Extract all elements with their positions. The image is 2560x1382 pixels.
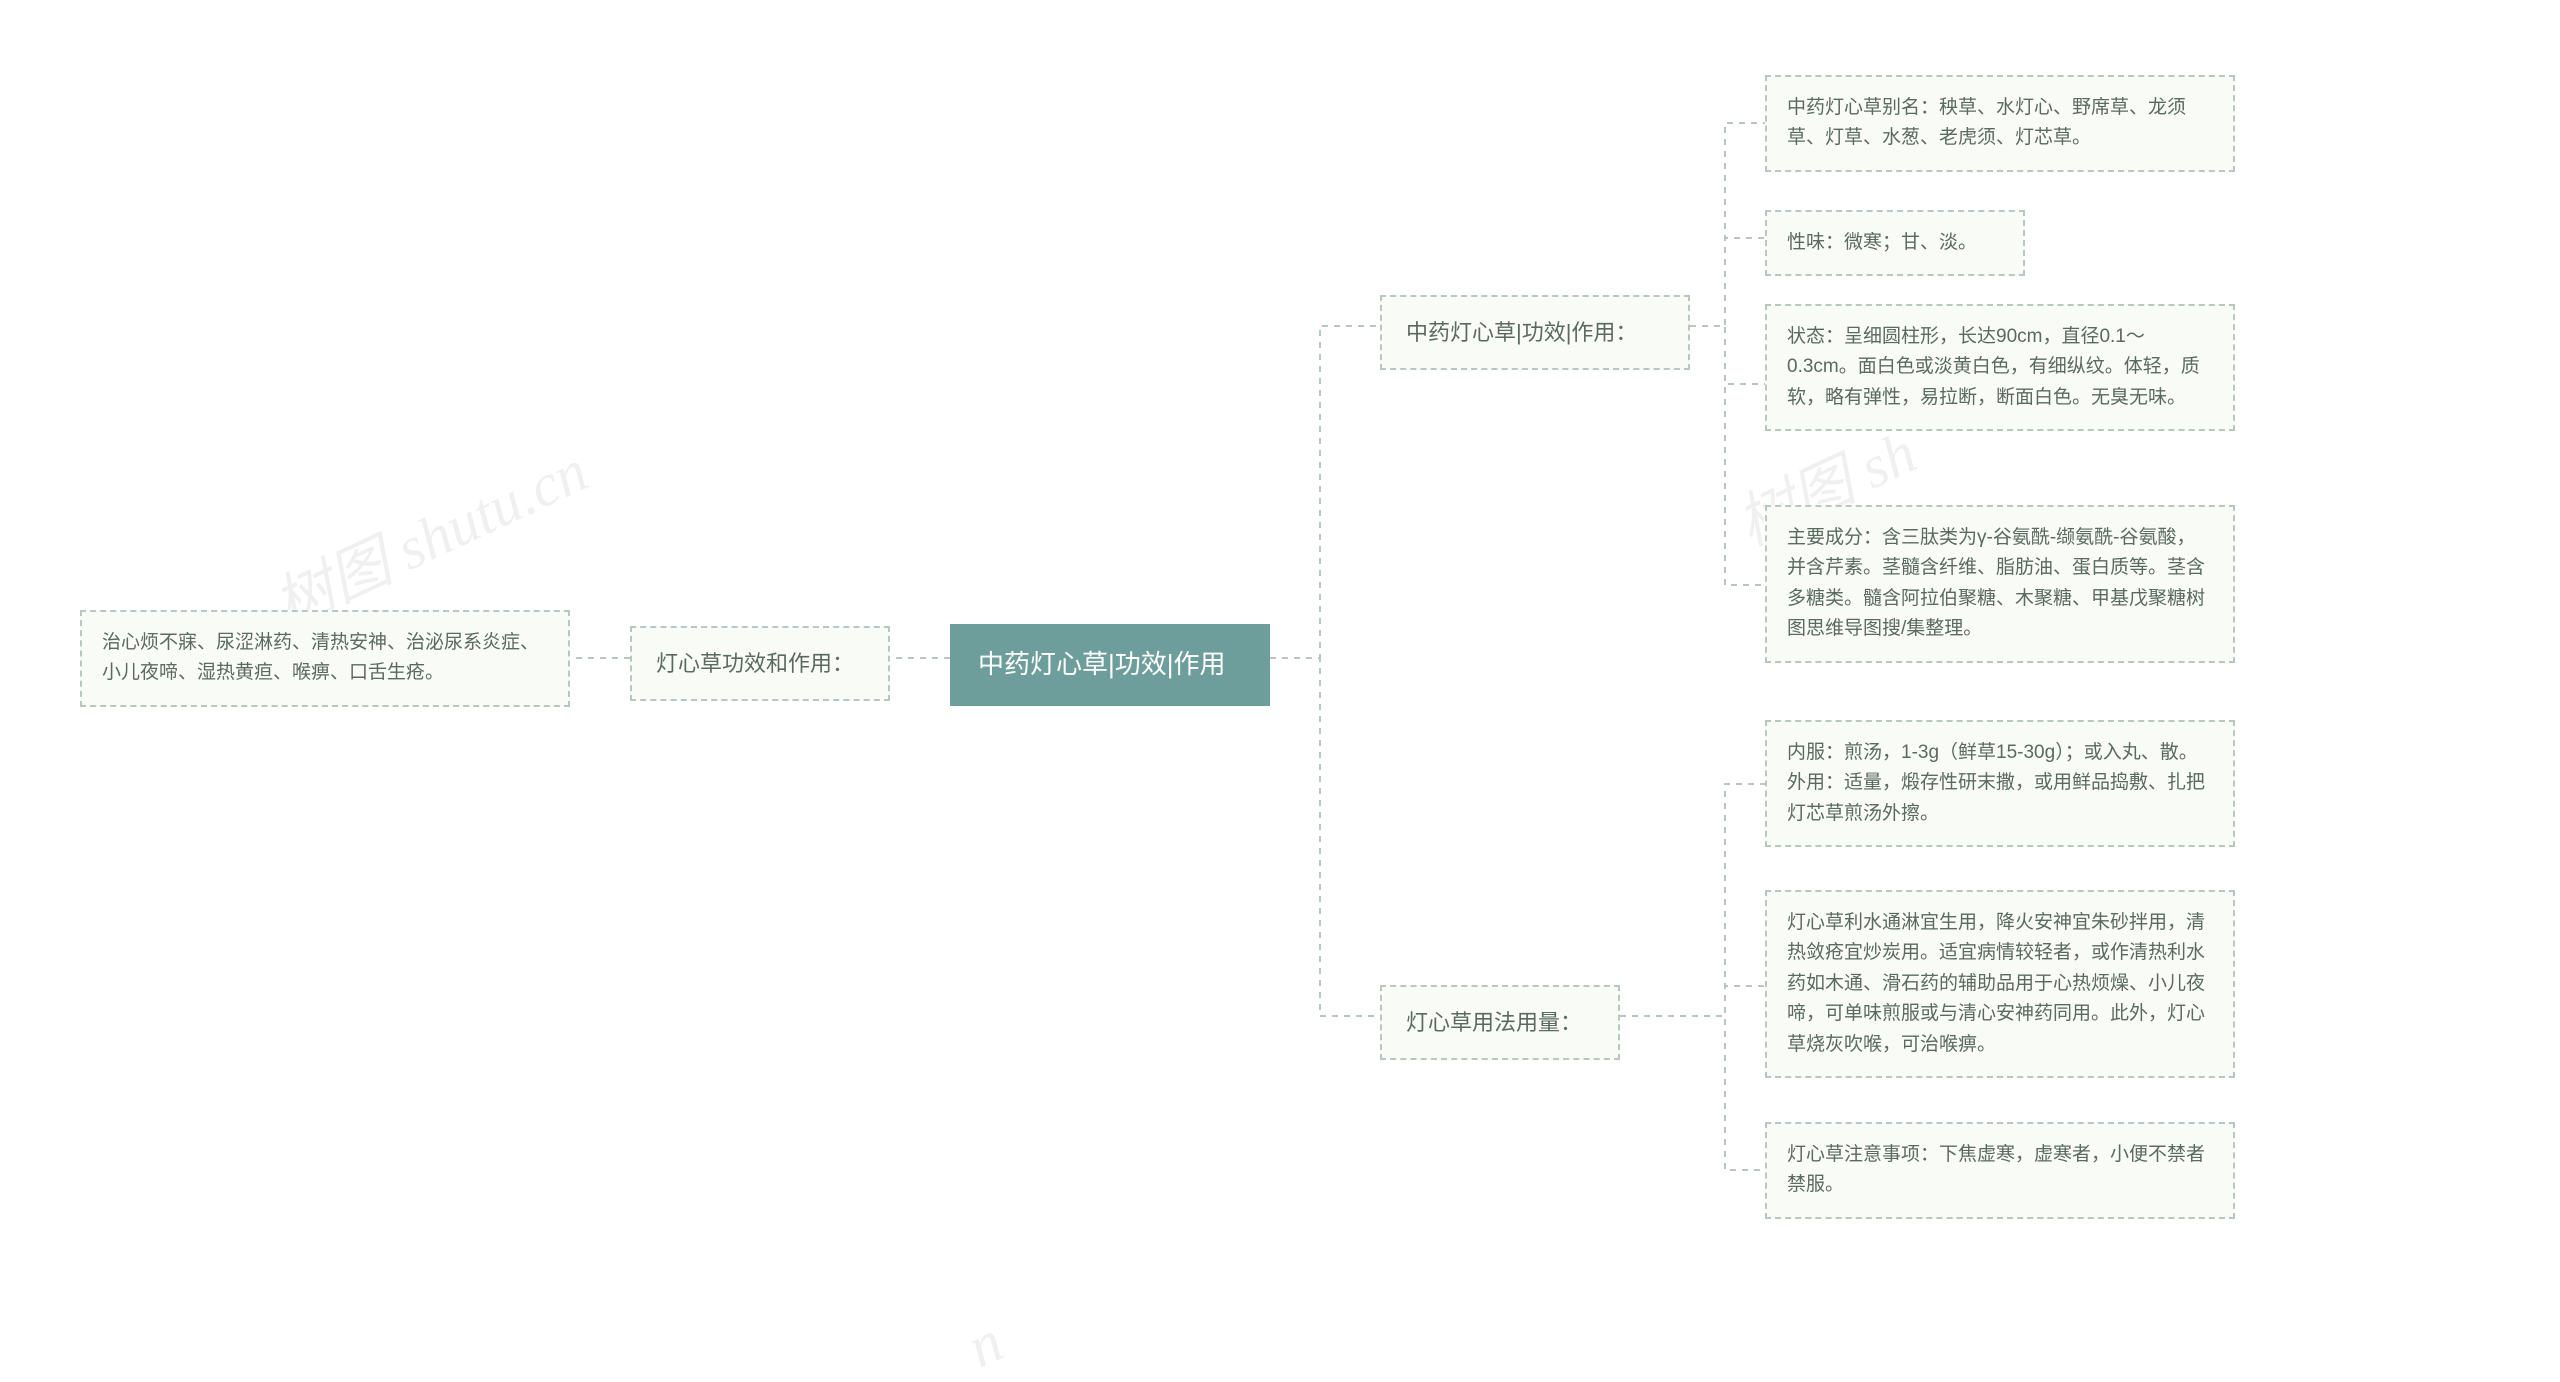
right-branch-2-label: 灯心草用法用量： xyxy=(1406,1010,1582,1035)
mindmap-canvas: 树图 shutu.cn 树图 sh n 中药灯心草|功效|作用 灯心草功效和作用… xyxy=(0,0,2560,1367)
r1-leaf-2: 性味：微寒；甘、淡。 xyxy=(1765,210,2025,276)
r2-leaf-2: 灯心草利水通淋宜生用，降火安神宜朱砂拌用，清热敛疮宜炒炭用。适宜病情较轻者，或作… xyxy=(1765,890,2235,1078)
watermark: n xyxy=(957,1307,1013,1382)
left-leaf-text: 治心烦不寐、尿涩淋药、清热安神、治泌尿系炎症、小儿夜啼、湿热黄疸、喉痹、口舌生疮… xyxy=(102,632,539,683)
r2-leaf-1: 内服：煎汤，1-3g（鲜草15-30g）；或入丸、散。外用：适量，煅存性研末撒，… xyxy=(1765,720,2235,847)
r1-leaf-1: 中药灯心草别名：秧草、水灯心、野席草、龙须草、灯草、水葱、老虎须、灯芯草。 xyxy=(1765,75,2235,172)
r1-leaf-4: 主要成分：含三肽类为γ-谷氨酰-缬氨酰-谷氨酸，并含芹素。茎髓含纤维、脂肪油、蛋… xyxy=(1765,505,2235,663)
leaf-text: 灯心草利水通淋宜生用，降火安神宜朱砂拌用，清热敛疮宜炒炭用。适宜病情较轻者，或作… xyxy=(1787,912,2205,1055)
leaf-text: 内服：煎汤，1-3g（鲜草15-30g）；或入丸、散。外用：适量，煅存性研末撒，… xyxy=(1787,742,2205,824)
leaf-text: 主要成分：含三肽类为γ-谷氨酰-缬氨酰-谷氨酸，并含芹素。茎髓含纤维、脂肪油、蛋… xyxy=(1787,527,2205,639)
left-branch: 灯心草功效和作用： xyxy=(630,626,890,701)
left-branch-label: 灯心草功效和作用： xyxy=(656,651,854,676)
leaf-text: 灯心草注意事项：下焦虚寒，虚寒者，小便不禁者禁服。 xyxy=(1787,1144,2205,1195)
leaf-text: 中药灯心草别名：秧草、水灯心、野席草、龙须草、灯草、水葱、老虎须、灯芯草。 xyxy=(1787,97,2186,148)
r1-leaf-3: 状态：呈细圆柱形，长达90cm，直径0.1～0.3cm。面白色或淡黄白色，有细纵… xyxy=(1765,304,2235,431)
right-branch-1: 中药灯心草|功效|作用： xyxy=(1380,295,1690,370)
leaf-text: 状态：呈细圆柱形，长达90cm，直径0.1～0.3cm。面白色或淡黄白色，有细纵… xyxy=(1787,326,2200,408)
leaf-text: 性味：微寒；甘、淡。 xyxy=(1787,232,1977,253)
root-node: 中药灯心草|功效|作用 xyxy=(950,624,1270,706)
left-leaf: 治心烦不寐、尿涩淋药、清热安神、治泌尿系炎症、小儿夜啼、湿热黄疸、喉痹、口舌生疮… xyxy=(80,610,570,707)
right-branch-1-label: 中药灯心草|功效|作用： xyxy=(1406,320,1637,345)
right-branch-2: 灯心草用法用量： xyxy=(1380,985,1620,1060)
r2-leaf-3: 灯心草注意事项：下焦虚寒，虚寒者，小便不禁者禁服。 xyxy=(1765,1122,2235,1219)
root-label: 中药灯心草|功效|作用 xyxy=(978,649,1226,679)
